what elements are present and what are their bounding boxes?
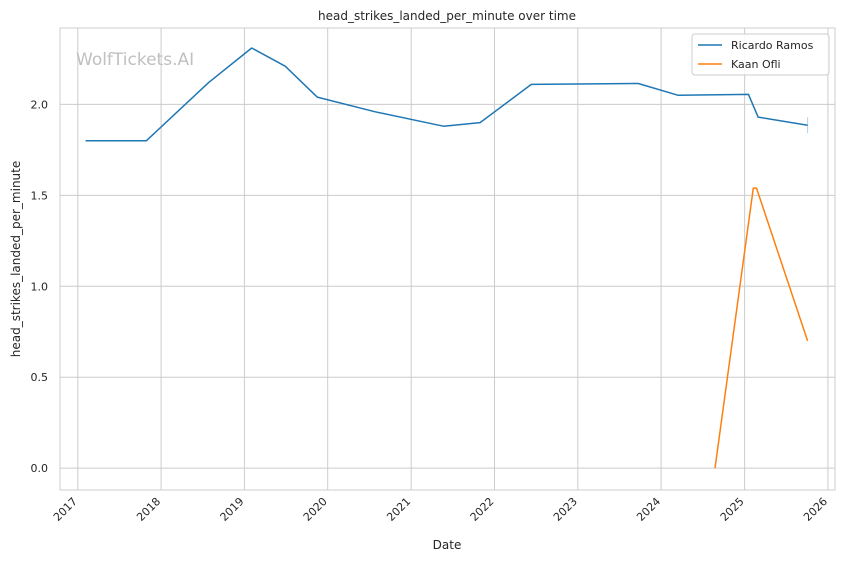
data-point-kaan-ofli bbox=[755, 187, 757, 189]
y-tick-label: 1.5 bbox=[31, 189, 49, 202]
series-line-ricardo-ramos bbox=[85, 47, 808, 142]
y-tick-label: 0.0 bbox=[31, 462, 49, 475]
grid bbox=[60, 28, 835, 490]
y-tick-labels: 0.0 0.5 1.0 1.5 2.0 bbox=[31, 98, 49, 475]
x-axis-label: Date bbox=[433, 538, 462, 552]
data-point-ricardo-ramos bbox=[145, 140, 147, 142]
y-axis-label: head_strikes_landed_per_minute bbox=[9, 161, 23, 358]
data-point-ricardo-ramos bbox=[677, 94, 679, 96]
legend-label: Kaan Ofli bbox=[731, 58, 781, 71]
data-point-ricardo-ramos bbox=[85, 140, 87, 142]
y-tick-label: 2.0 bbox=[31, 98, 49, 111]
data-point-ricardo-ramos bbox=[208, 82, 210, 84]
data-point-ricardo-ramos bbox=[757, 116, 759, 118]
legend: Ricardo Ramos Kaan Ofli bbox=[691, 33, 830, 76]
data-point-ricardo-ramos bbox=[748, 93, 750, 95]
watermark: WolfTickets.AI bbox=[76, 50, 194, 70]
data-point-ricardo-ramos bbox=[442, 125, 444, 127]
legend-label: Ricardo Ramos bbox=[731, 39, 814, 52]
data-point-ricardo-ramos bbox=[637, 82, 639, 84]
series-line-kaan-ofli bbox=[714, 187, 809, 469]
legend-box bbox=[691, 33, 830, 76]
data-point-kaan-ofli bbox=[714, 467, 716, 469]
data-point-ricardo-ramos bbox=[316, 96, 318, 98]
data-point-ricardo-ramos bbox=[251, 47, 253, 49]
series-lines bbox=[85, 47, 809, 469]
data-point-ricardo-ramos bbox=[479, 122, 481, 124]
plot-frame bbox=[59, 27, 836, 491]
data-point-ricardo-ramos bbox=[374, 111, 376, 113]
y-tick-label: 0.5 bbox=[31, 371, 49, 384]
data-point-ricardo-ramos bbox=[530, 83, 532, 85]
y-tick-label: 1.0 bbox=[31, 280, 49, 293]
data-point-kaan-ofli bbox=[807, 340, 809, 342]
data-point-ricardo-ramos bbox=[284, 65, 286, 67]
data-point-kaan-ofli bbox=[752, 187, 754, 189]
chart-title: head_strikes_landed_per_minute over time bbox=[318, 9, 576, 23]
